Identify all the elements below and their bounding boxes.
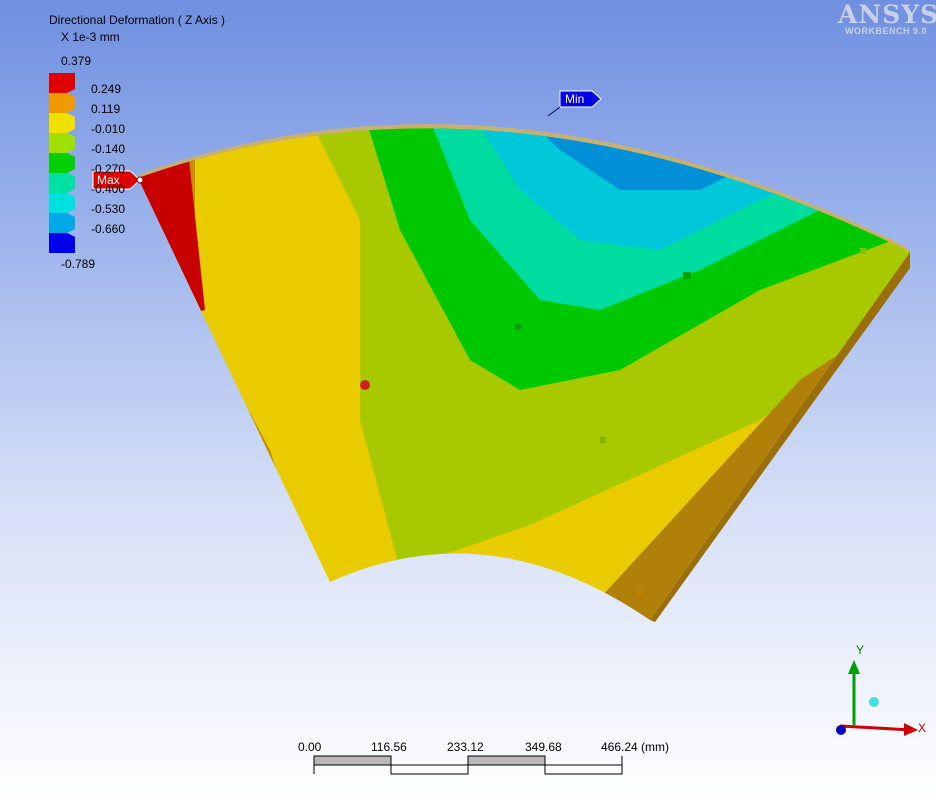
min-probe-flag[interactable]: Min <box>547 90 602 117</box>
legend-level-label: 0.119 <box>91 102 121 116</box>
scale-bar <box>313 755 623 775</box>
max-label: Max <box>97 173 120 187</box>
y-axis-label: Y <box>856 643 864 657</box>
probe-marker[interactable] <box>860 248 866 254</box>
max-probe-flag[interactable]: Max <box>92 170 144 190</box>
brand-product: WORKBENCH 9.0 <box>844 26 927 36</box>
scale-tick-label: 349.68 <box>525 740 562 754</box>
x-axis-arrow-icon <box>904 723 918 736</box>
scale-tick-label: 116.56 <box>371 740 407 754</box>
coordinate-triad[interactable]: X Y <box>826 640 936 750</box>
scale-tick-label: 466.24 (mm) <box>601 740 670 754</box>
probe-marker[interactable] <box>637 590 643 596</box>
x-axis <box>839 724 913 732</box>
legend-swatch <box>49 193 75 213</box>
probe-dot[interactable] <box>360 380 370 390</box>
isometric-view-icon <box>869 697 879 707</box>
result-unit: X 1e-3 mm <box>61 30 120 44</box>
y-axis-arrow-icon <box>848 660 860 674</box>
legend-swatch <box>49 93 75 113</box>
ansys-logo: ANSYS WORKBENCH 9.0 <box>838 0 936 37</box>
z-axis-icon <box>836 725 846 735</box>
min-label: Min <box>565 92 584 106</box>
legend-max-value: 0.379 <box>61 54 92 68</box>
legend-level-label: -0.530 <box>91 202 126 216</box>
legend-swatch <box>49 233 75 253</box>
brand-name: ANSYS <box>838 0 936 29</box>
legend-swatch <box>49 153 75 173</box>
probe-marker[interactable] <box>515 324 521 330</box>
scale-tick-label: 233.12 <box>447 740 484 754</box>
legend-level-label: -0.140 <box>91 142 126 156</box>
legend-swatch <box>49 133 75 153</box>
legend-level-label: 0.249 <box>91 82 122 96</box>
legend-swatch <box>49 173 75 193</box>
legend-level-label: -0.660 <box>91 222 126 236</box>
legend-level-label: -0.270 <box>91 162 126 176</box>
legend-swatch <box>49 113 75 133</box>
legend-level-label: -0.400 <box>91 182 126 196</box>
scale-tick-label: 0.00 <box>298 740 322 754</box>
legend-min-value: -0.789 <box>61 257 96 271</box>
probe-marker[interactable] <box>600 437 606 443</box>
legend-level-label: -0.010 <box>91 122 126 136</box>
legend-swatch <box>49 73 75 93</box>
probe-marker[interactable] <box>683 272 691 279</box>
result-title: Directional Deformation ( Z Axis ) <box>49 13 226 27</box>
x-axis-label: X <box>918 721 926 735</box>
legend-color-bar <box>49 73 75 253</box>
legend-swatch <box>49 213 75 233</box>
model-side-face <box>650 252 910 622</box>
